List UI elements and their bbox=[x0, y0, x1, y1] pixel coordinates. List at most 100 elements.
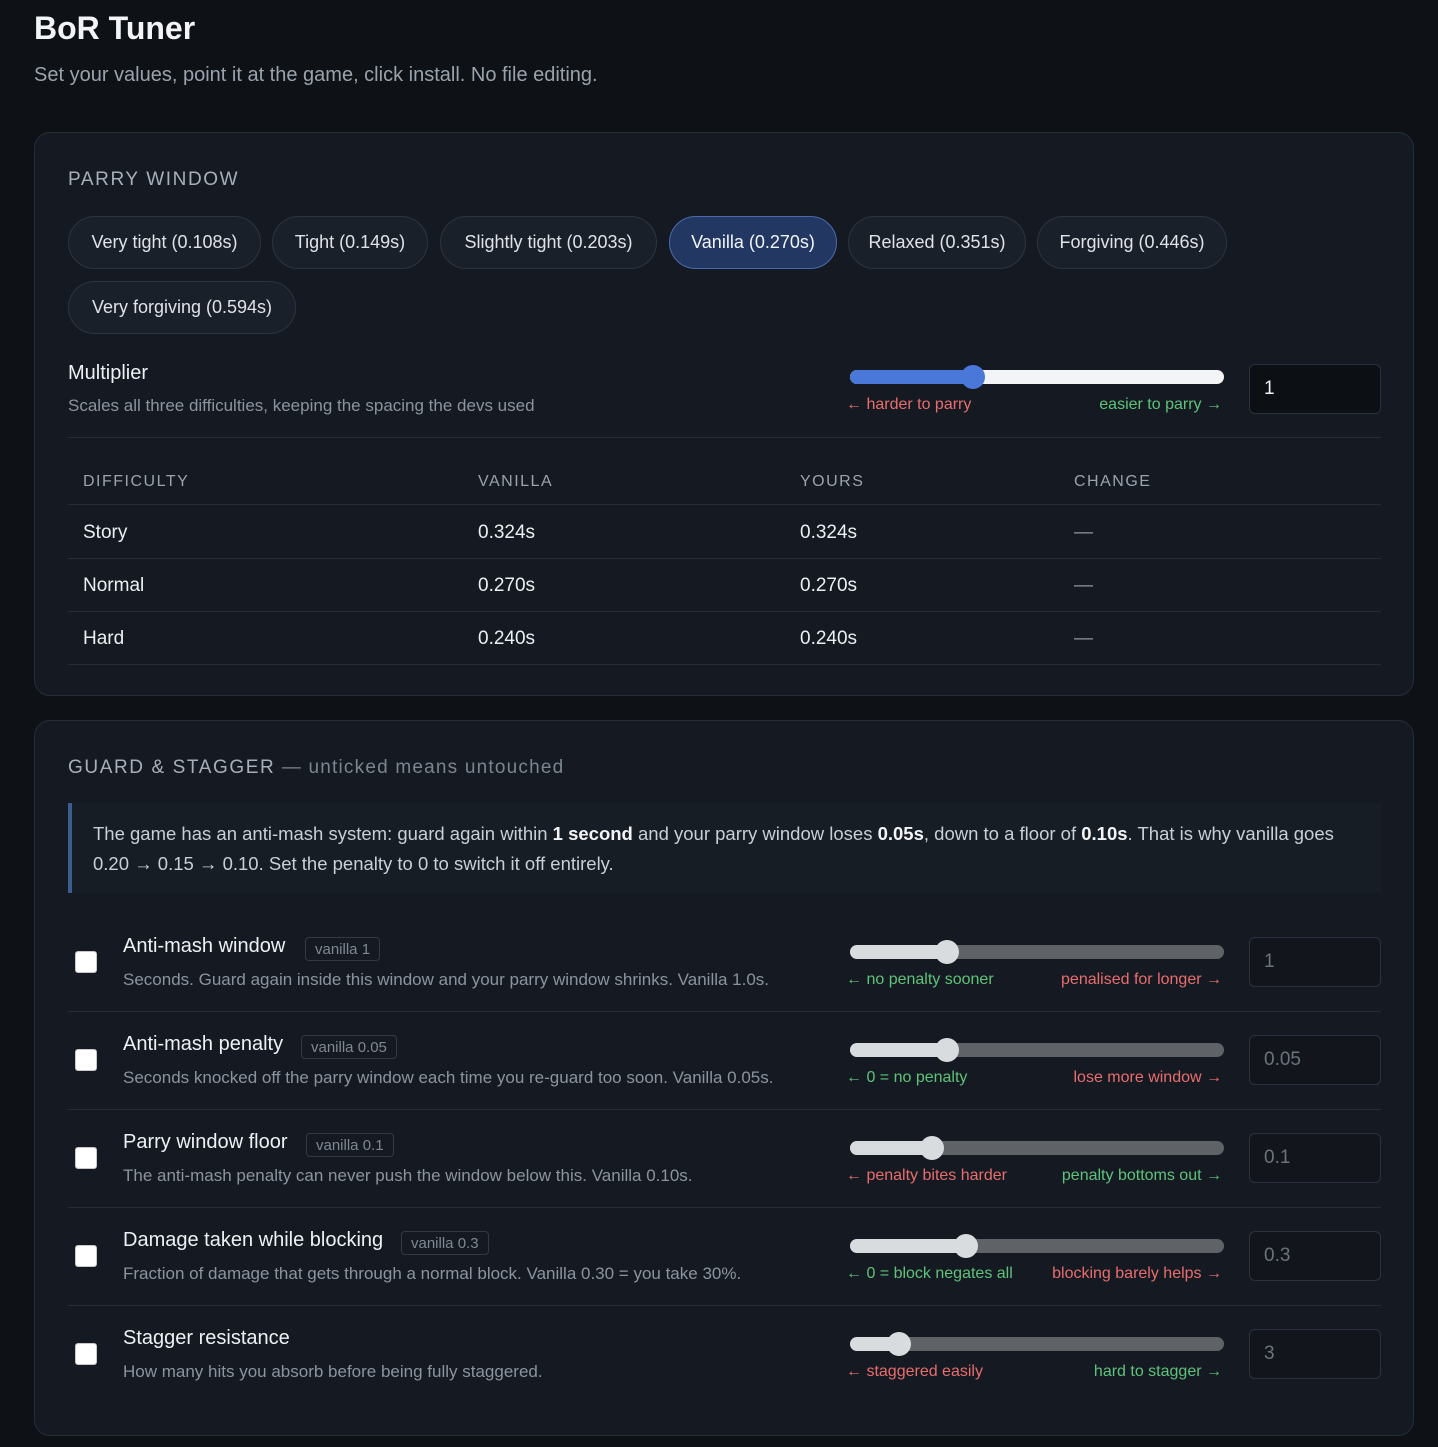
parry-window-card: PARRY WINDOW Very tight (0.108s) Tight (… bbox=[34, 132, 1414, 696]
preset-forgiving-button[interactable]: Forgiving (0.446s) bbox=[1037, 216, 1227, 269]
setting-title: Stagger resistance bbox=[123, 1327, 290, 1349]
table-cell-vanilla: 0.324s bbox=[478, 522, 536, 543]
guard-stagger-card: GUARD & STAGGER — unticked means untouch… bbox=[34, 720, 1414, 1436]
enable-checkbox[interactable] bbox=[75, 951, 97, 973]
slider-hint-right: penalised for longer → bbox=[1061, 971, 1222, 988]
setting-slider-fill bbox=[850, 1043, 948, 1057]
slider-hint-left: ← no penalty sooner bbox=[846, 971, 994, 988]
row-divider bbox=[68, 1011, 1381, 1012]
slider-hint-left: ← 0 = block negates all bbox=[846, 1265, 1013, 1282]
enable-checkbox[interactable] bbox=[75, 1147, 97, 1169]
setting-description: The anti-mash penalty can never push the… bbox=[123, 1166, 693, 1185]
row-divider bbox=[68, 1305, 1381, 1306]
multiplier-divider bbox=[68, 437, 1381, 438]
slider-hint-right: blocking barely helps → bbox=[1052, 1265, 1222, 1282]
preset-tight-button[interactable]: Tight (0.149s) bbox=[272, 216, 428, 269]
setting-slider-fill bbox=[850, 945, 948, 959]
table-cell-vanilla: 0.270s bbox=[478, 575, 536, 596]
setting-value-input[interactable] bbox=[1249, 1133, 1381, 1183]
setting-value-input[interactable] bbox=[1249, 1231, 1381, 1281]
preset-very-tight-button[interactable]: Very tight (0.108s) bbox=[68, 216, 261, 269]
table-cell-vanilla: 0.240s bbox=[478, 628, 536, 649]
setting-value-input[interactable] bbox=[1249, 1329, 1381, 1379]
info-bold-value: 0.10s bbox=[1081, 823, 1128, 844]
multiplier-description: Scales all three difficulties, keeping t… bbox=[68, 396, 535, 415]
slider-hint-left: ← 0 = no penalty bbox=[846, 1069, 968, 1086]
vanilla-badge: vanilla 1 bbox=[305, 937, 381, 961]
table-cell-yours: 0.270s bbox=[800, 575, 858, 596]
table-cell-difficulty: Hard bbox=[83, 628, 125, 649]
setting-slider-fill bbox=[850, 1239, 966, 1253]
enable-checkbox[interactable] bbox=[75, 1245, 97, 1267]
setting-description: Seconds knocked off the parry window eac… bbox=[123, 1068, 774, 1087]
setting-slider[interactable] bbox=[850, 1332, 1224, 1356]
slider-hint-left: ← penalty bites harder bbox=[846, 1167, 1007, 1184]
setting-slider-thumb[interactable] bbox=[935, 1038, 960, 1062]
table-cell-yours: 0.240s bbox=[800, 628, 858, 649]
multiplier-hint-right: easier to parry → bbox=[1099, 396, 1222, 413]
app-title: BoR Tuner bbox=[34, 10, 196, 46]
enable-checkbox[interactable] bbox=[75, 1049, 97, 1071]
setting-title: Damage taken while blocking bbox=[123, 1229, 384, 1251]
multiplier-slider-fill bbox=[850, 370, 974, 384]
table-cell-change: — bbox=[1074, 522, 1093, 543]
table-divider bbox=[68, 611, 1381, 612]
table-header-difficulty: DIFFICULTY bbox=[83, 473, 190, 490]
row-divider bbox=[68, 1207, 1381, 1208]
table-header-change: CHANGE bbox=[1074, 473, 1152, 490]
table-header-vanilla: VANILLA bbox=[478, 473, 554, 490]
setting-description: How many hits you absorb before being fu… bbox=[123, 1362, 543, 1381]
setting-title: Anti-mash penalty bbox=[123, 1033, 284, 1055]
enable-checkbox[interactable] bbox=[75, 1343, 97, 1365]
setting-slider[interactable] bbox=[850, 940, 1224, 964]
table-cell-yours: 0.324s bbox=[800, 522, 858, 543]
setting-value-input[interactable] bbox=[1249, 937, 1381, 987]
multiplier-title: Multiplier bbox=[68, 362, 149, 384]
setting-slider-thumb[interactable] bbox=[935, 940, 960, 964]
setting-slider-thumb[interactable] bbox=[920, 1136, 945, 1160]
app-subtitle: Set your values, point it at the game, c… bbox=[34, 64, 598, 86]
table-divider bbox=[68, 558, 1381, 559]
setting-slider[interactable] bbox=[850, 1234, 1224, 1258]
preset-very-forgiving-button[interactable]: Very forgiving (0.594s) bbox=[68, 281, 296, 334]
table-header-yours: YOURS bbox=[800, 473, 865, 490]
guard-section-title-main: GUARD & STAGGER bbox=[68, 757, 276, 778]
setting-description: Fraction of damage that gets through a n… bbox=[123, 1264, 742, 1283]
setting-title: Parry window floor bbox=[123, 1131, 288, 1153]
setting-slider[interactable] bbox=[850, 1136, 1224, 1160]
anti-mash-info-callout: The game has an anti-mash system: guard … bbox=[68, 803, 1381, 893]
parry-section-title: PARRY WINDOW bbox=[68, 169, 240, 190]
info-bold-value: 0.05s bbox=[877, 823, 924, 844]
info-text: The game has an anti-mash system: guard … bbox=[93, 823, 553, 844]
info-bold-value: 1 second bbox=[552, 823, 633, 844]
table-cell-change: — bbox=[1074, 575, 1093, 596]
multiplier-input[interactable] bbox=[1249, 364, 1381, 414]
setting-slider-fill bbox=[850, 1141, 933, 1155]
preset-vanilla-button[interactable]: Vanilla (0.270s) bbox=[669, 216, 837, 269]
preset-slightly-tight-button[interactable]: Slightly tight (0.203s) bbox=[440, 216, 657, 269]
slider-hint-right: lose more window → bbox=[1073, 1069, 1223, 1086]
info-text: . That is why vanilla goes 0.20 → 0.15 →… bbox=[93, 823, 1334, 874]
vanilla-badge: vanilla 0.3 bbox=[401, 1231, 489, 1255]
multiplier-slider-thumb[interactable] bbox=[961, 365, 986, 389]
slider-hint-right: hard to stagger → bbox=[1093, 1363, 1222, 1380]
slider-hint-right: penalty bottoms out → bbox=[1061, 1167, 1222, 1184]
row-divider bbox=[68, 1109, 1381, 1110]
setting-slider-thumb[interactable] bbox=[886, 1332, 911, 1356]
table-cell-difficulty: Normal bbox=[83, 575, 145, 596]
guard-section-subtitle: — unticked means untouched bbox=[275, 757, 565, 778]
setting-description: Seconds. Guard again inside this window … bbox=[123, 970, 770, 989]
table-divider bbox=[68, 504, 1381, 505]
table-cell-difficulty: Story bbox=[83, 522, 128, 543]
setting-slider[interactable] bbox=[850, 1038, 1224, 1062]
preset-relaxed-button[interactable]: Relaxed (0.351s) bbox=[848, 216, 1026, 269]
setting-title: Anti-mash window bbox=[123, 935, 286, 957]
table-cell-change: — bbox=[1074, 628, 1093, 649]
slider-hint-left: ← staggered easily bbox=[846, 1363, 983, 1380]
vanilla-badge: vanilla 0.1 bbox=[306, 1133, 394, 1157]
setting-value-input[interactable] bbox=[1249, 1035, 1381, 1085]
info-text: , down to a floor of bbox=[923, 823, 1082, 844]
setting-slider-thumb[interactable] bbox=[953, 1234, 978, 1258]
multiplier-slider[interactable] bbox=[850, 365, 1224, 389]
table-divider bbox=[68, 664, 1381, 665]
